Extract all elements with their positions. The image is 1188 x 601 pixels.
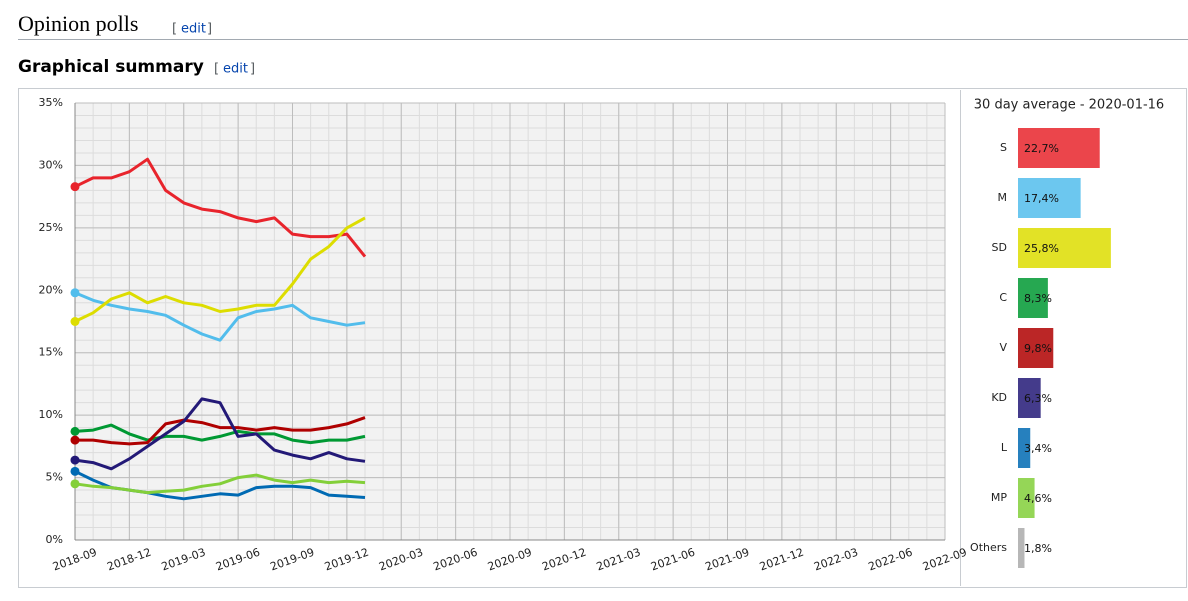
start-point <box>70 455 80 465</box>
trend-line <box>74 291 366 342</box>
edit-bracket: [ <box>214 62 219 77</box>
category-label: MP <box>991 491 1007 504</box>
category-label: C <box>999 291 1007 304</box>
y-tick-label: 15% <box>39 346 63 359</box>
y-tick-label: 25% <box>39 221 63 234</box>
value-label: 4,6% <box>1024 492 1052 505</box>
value-label: 22,7% <box>1024 142 1059 155</box>
edit-link[interactable]: edit <box>223 62 248 77</box>
trend-line <box>74 157 367 258</box>
bar <box>1018 378 1041 418</box>
value-label: 6,3% <box>1024 392 1052 405</box>
category-label: V <box>999 341 1007 354</box>
y-tick-label: 30% <box>39 158 63 171</box>
y-tick-label: 10% <box>39 408 63 421</box>
y-tick-label: 0% <box>46 533 63 546</box>
chart-title: 30 day average - 2020-01-16 <box>974 98 1164 113</box>
value-label: 3,4% <box>1024 442 1052 455</box>
start-point <box>70 288 80 298</box>
category-label: SD <box>992 241 1007 254</box>
category-label: L <box>1001 441 1008 454</box>
bar <box>1018 178 1081 218</box>
start-point <box>70 182 80 192</box>
edit-link[interactable]: edit <box>181 22 206 37</box>
category-label: KD <box>991 391 1007 404</box>
category-label: Others <box>970 541 1007 554</box>
bar <box>1018 478 1035 518</box>
heading: Opinion polls <box>18 11 138 36</box>
start-point <box>70 435 80 445</box>
trend-line <box>74 216 366 323</box>
edit-bracket: ] <box>207 22 212 37</box>
edit-bracket: [ <box>172 22 177 37</box>
bar <box>1018 528 1025 568</box>
edit-bracket: ] <box>250 62 255 77</box>
trend-line <box>75 416 366 446</box>
bar <box>1018 278 1048 318</box>
trend-line <box>74 473 366 495</box>
y-tick-label: 20% <box>39 283 63 296</box>
subheading: Graphical summary <box>18 57 204 77</box>
start-point <box>70 317 80 326</box>
value-label: 9,8% <box>1024 342 1052 355</box>
category-label: M <box>998 191 1008 204</box>
start-point <box>70 466 80 476</box>
value-label: 8,3% <box>1024 292 1052 305</box>
value-label: 25,8% <box>1024 242 1059 255</box>
bar <box>1018 228 1111 268</box>
y-tick-label: 5% <box>46 471 63 484</box>
bar <box>1018 128 1100 168</box>
bar <box>1018 328 1054 368</box>
start-point <box>70 479 80 489</box>
trend-line <box>74 397 366 471</box>
value-label: 1,8% <box>1024 542 1052 555</box>
value-label: 17,4% <box>1024 192 1059 205</box>
trend-line <box>74 423 366 445</box>
bar <box>1018 428 1031 468</box>
category-label: S <box>1000 141 1007 154</box>
start-point <box>70 426 80 436</box>
y-tick-label: 35% <box>39 96 63 109</box>
